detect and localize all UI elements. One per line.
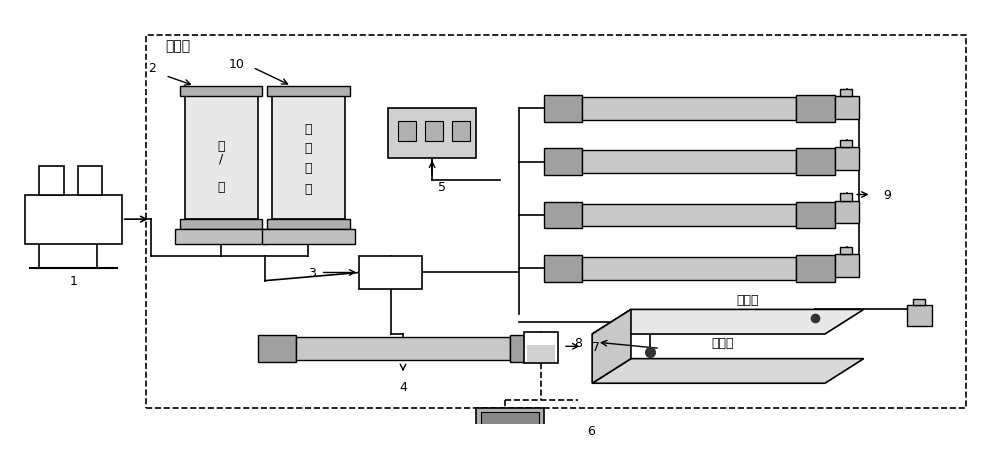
Text: 采出井: 采出井 — [736, 293, 759, 306]
Text: 5: 5 — [438, 180, 446, 193]
Polygon shape — [592, 310, 864, 334]
Bar — [582, 151, 796, 174]
Bar — [840, 89, 852, 97]
Bar — [907, 306, 932, 326]
Text: 6: 6 — [587, 424, 595, 437]
Bar — [840, 141, 852, 148]
Bar — [582, 204, 796, 227]
Bar — [835, 254, 859, 277]
Text: /: / — [219, 152, 223, 165]
Text: 7: 7 — [592, 340, 600, 353]
Text: 系: 系 — [305, 183, 312, 195]
Bar — [146, 36, 966, 408]
Text: 注入井: 注入井 — [712, 336, 734, 349]
Bar — [398, 121, 416, 142]
Bar — [272, 97, 345, 220]
Bar — [267, 87, 350, 97]
Bar — [258, 335, 296, 362]
Circle shape — [498, 442, 521, 451]
Bar — [175, 230, 267, 244]
Bar — [180, 87, 262, 97]
Text: 8: 8 — [574, 336, 582, 349]
Bar — [582, 98, 796, 120]
Bar — [185, 97, 258, 220]
Bar — [78, 166, 102, 195]
Bar — [510, 335, 548, 362]
Bar — [39, 166, 64, 195]
Bar — [840, 247, 852, 254]
Text: 水: 水 — [217, 180, 225, 193]
Bar — [471, 435, 548, 443]
Text: 2: 2 — [148, 62, 156, 75]
Bar — [296, 337, 510, 360]
Bar — [524, 332, 558, 363]
Bar — [796, 202, 835, 229]
Bar — [262, 230, 354, 244]
Text: 恒温箱: 恒温箱 — [165, 39, 190, 53]
Bar — [500, 430, 519, 437]
Bar — [840, 194, 852, 201]
Bar — [388, 109, 476, 158]
Text: 10: 10 — [229, 58, 245, 70]
Bar — [485, 442, 534, 451]
Text: 学: 学 — [305, 142, 312, 155]
Bar — [582, 258, 796, 280]
Bar — [835, 148, 859, 170]
Bar — [544, 255, 582, 282]
Bar — [359, 257, 422, 289]
Text: 1: 1 — [69, 275, 77, 288]
Bar — [452, 121, 470, 142]
Bar — [544, 96, 582, 122]
Polygon shape — [592, 310, 631, 383]
Bar — [544, 202, 582, 229]
Bar — [796, 255, 835, 282]
Bar — [835, 97, 859, 120]
Bar — [796, 149, 835, 175]
Bar — [267, 220, 350, 230]
Bar — [425, 121, 443, 142]
Bar — [544, 149, 582, 175]
Text: 4: 4 — [399, 380, 407, 393]
Bar — [481, 412, 539, 430]
Text: 3: 3 — [308, 267, 316, 279]
Text: 油: 油 — [217, 139, 225, 152]
Text: 体: 体 — [305, 162, 312, 175]
Bar — [796, 96, 835, 122]
Text: 化: 化 — [305, 123, 312, 136]
Bar — [476, 408, 544, 433]
Bar — [835, 201, 859, 224]
Polygon shape — [592, 359, 864, 383]
Bar — [25, 195, 122, 244]
Bar — [527, 345, 555, 362]
Text: 9: 9 — [883, 189, 891, 202]
Bar — [180, 220, 262, 230]
Bar — [913, 299, 925, 306]
